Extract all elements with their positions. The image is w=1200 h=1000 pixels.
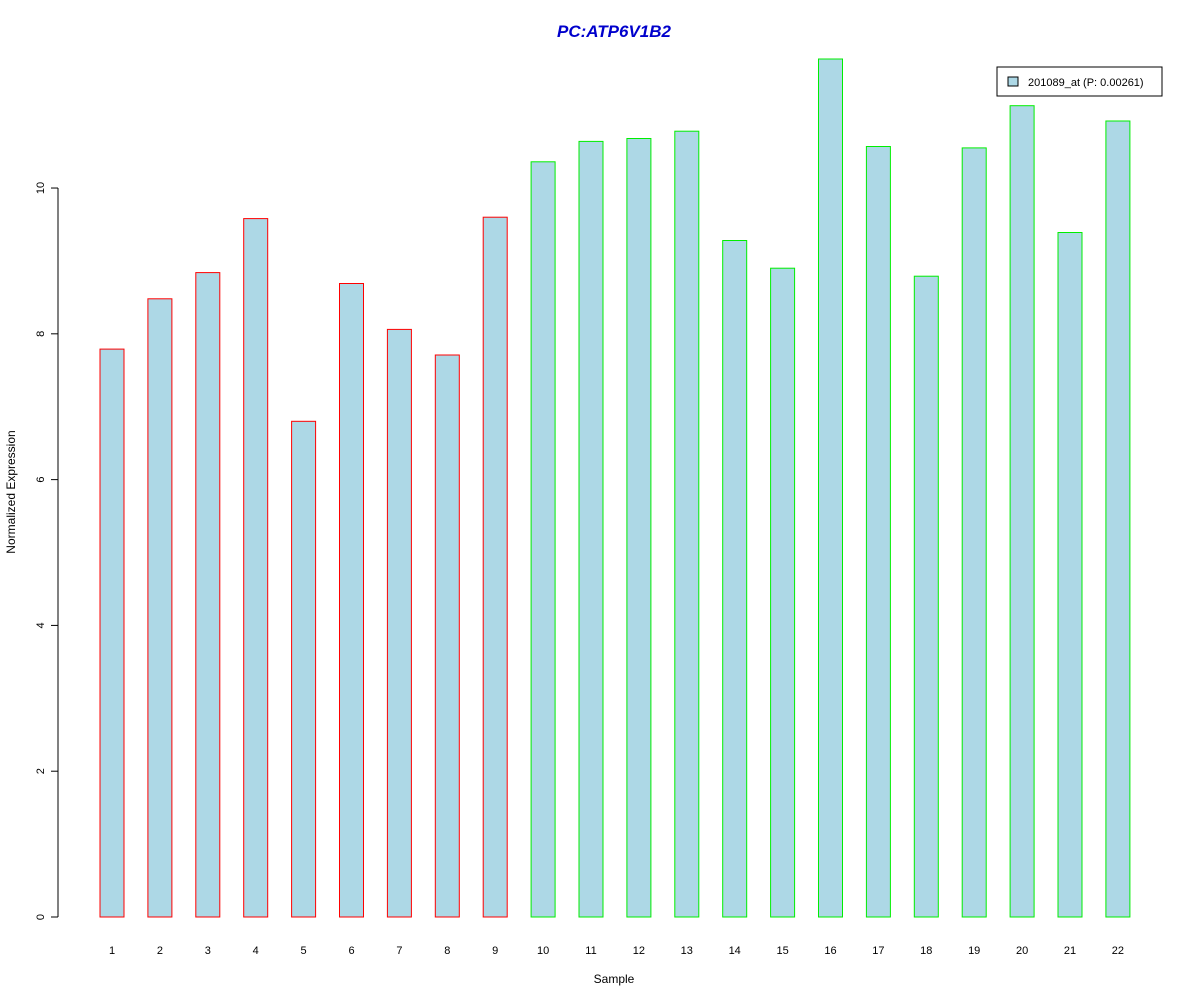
bar-sample-9 — [482, 216, 508, 918]
x-tick-label: 3 — [205, 945, 211, 957]
bar-sample-6 — [339, 283, 364, 918]
y-tick-label: 4 — [35, 622, 47, 628]
x-tick-label: 1 — [109, 945, 115, 957]
x-axis-label: Sample — [594, 972, 635, 986]
bar-sample-8 — [434, 354, 460, 918]
x-tick-label: 7 — [396, 945, 402, 957]
y-tick-label: 0 — [35, 914, 47, 920]
x-tick-label: 20 — [1016, 945, 1028, 957]
y-tick-label: 6 — [35, 477, 47, 483]
x-tick-label: 6 — [348, 945, 354, 957]
x-tick-label: 8 — [444, 945, 450, 957]
legend: 201089_at (P: 0.00261) — [996, 66, 1163, 97]
x-tick-labels: 1 2 3 4 5 6 7 8 9 10 11 12 13 14 15 16 17 18 19 20 21 22 — [109, 945, 1124, 957]
y-tick-label: 10 — [35, 182, 47, 194]
y-tick-label: 2 — [35, 768, 47, 774]
x-tick-label: 19 — [968, 945, 980, 957]
x-tick-label: 5 — [301, 945, 307, 957]
y-axis-label: Normalized Expression — [4, 430, 18, 553]
bar-sample-5 — [291, 420, 317, 918]
chart-title: PC:ATP6V1B2 — [557, 22, 672, 41]
x-tick-label: 11 — [585, 945, 596, 957]
y-axis: 0 2 4 6 8 10 — [35, 182, 59, 920]
bar-sample-7 — [386, 328, 412, 918]
bar-sample-3 — [195, 272, 221, 918]
bars — [99, 58, 1131, 918]
bar-sample-12 — [626, 138, 652, 918]
x-tick-label: 18 — [920, 945, 932, 957]
bar-sample-14 — [722, 240, 748, 918]
x-tick-label: 13 — [681, 945, 693, 957]
bar-sample-2 — [147, 298, 173, 918]
bar-sample-13 — [674, 130, 700, 918]
x-tick-label: 12 — [633, 945, 645, 957]
x-tick-label: 16 — [824, 945, 836, 957]
x-tick-label: 15 — [776, 945, 788, 957]
bar-sample-11 — [578, 140, 604, 918]
x-tick-label: 21 — [1064, 945, 1076, 957]
legend-label: 201089_at (P: 0.00261) — [1028, 77, 1144, 89]
bar-sample-1 — [99, 348, 125, 918]
x-tick-label: 14 — [729, 945, 741, 957]
bar-sample-18 — [913, 275, 939, 918]
bar-sample-22 — [1105, 120, 1131, 918]
x-tick-label: 17 — [872, 945, 884, 957]
legend-swatch — [1007, 76, 1019, 87]
x-tick-label: 10 — [537, 945, 549, 957]
bar-sample-17 — [865, 146, 891, 918]
bar-sample-21 — [1057, 232, 1083, 918]
x-tick-label: 2 — [157, 945, 163, 957]
bar-sample-4 — [243, 218, 269, 918]
bar-sample-19 — [961, 147, 987, 918]
bar-sample-10 — [530, 161, 556, 918]
bar-sample-16 — [818, 58, 843, 918]
x-tick-label: 22 — [1112, 945, 1124, 957]
bar-sample-20 — [1009, 105, 1035, 918]
bar-sample-15 — [770, 267, 796, 918]
x-tick-label: 9 — [492, 945, 498, 957]
legend-box — [996, 66, 1163, 97]
y-tick-label: 8 — [35, 331, 47, 337]
x-tick-label: 4 — [253, 945, 259, 957]
